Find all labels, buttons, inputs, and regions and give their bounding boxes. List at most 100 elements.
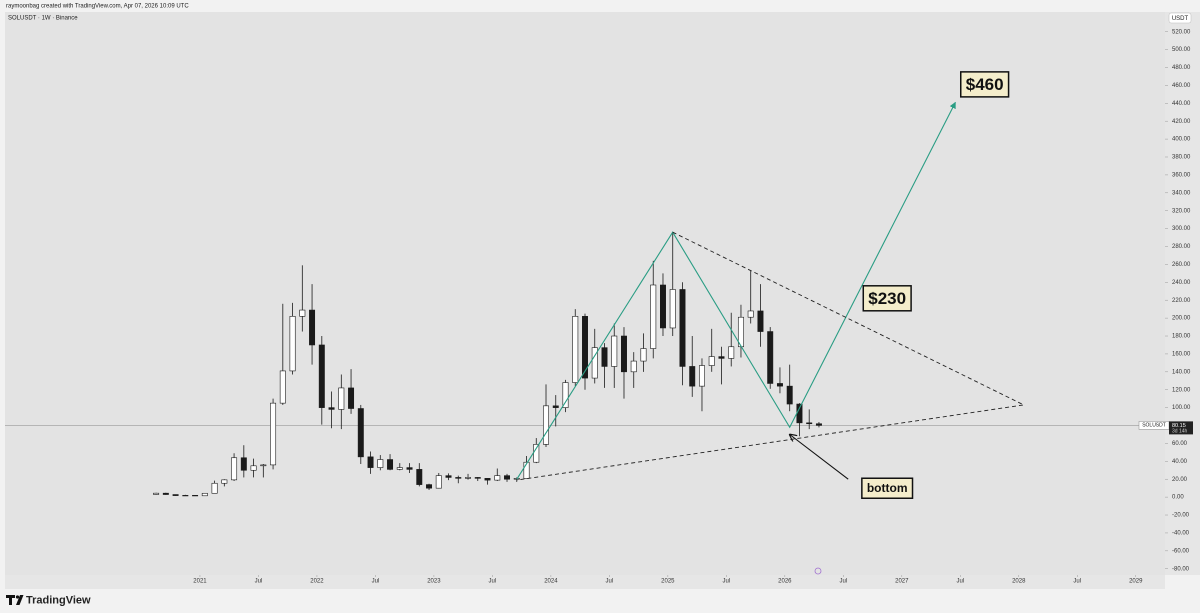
candle-body	[211, 482, 218, 494]
candle-body	[201, 492, 208, 497]
candle-body	[474, 477, 481, 479]
symbol-info: SOLUSDT · 1W · Binance	[8, 16, 78, 22]
candle-body	[416, 469, 423, 485]
y-tick-label: 120.00	[1172, 387, 1191, 393]
candle-body	[328, 407, 335, 410]
x-tick-label: 2028	[1012, 579, 1026, 585]
candle-body	[533, 444, 540, 463]
candle-body	[582, 316, 588, 379]
y-tick-label: 40.00	[1172, 459, 1188, 465]
candle-body	[708, 356, 715, 366]
price-scale	[1165, 12, 1200, 575]
x-tick-label: Jul	[723, 579, 731, 585]
candle-body	[601, 347, 608, 367]
candle-body	[270, 402, 277, 466]
y-tick-label: 260.00	[1172, 262, 1191, 268]
candle-body	[523, 461, 530, 479]
candle-body	[231, 457, 238, 481]
candle-body	[367, 456, 374, 468]
candle-body	[153, 492, 160, 495]
trend-line	[516, 101, 956, 480]
x-tick-label: 2026	[778, 579, 792, 585]
price-tag-countdown: 3d 14h	[1172, 429, 1188, 435]
trend-line	[790, 435, 849, 480]
annotation: bottom	[867, 481, 908, 495]
candle-body	[426, 484, 433, 489]
candle-body	[562, 382, 569, 408]
y-tick-label: 520.00	[1172, 29, 1191, 35]
candle-body	[776, 383, 783, 387]
candle-body	[747, 310, 754, 318]
candle-body	[815, 423, 822, 426]
annotation-box	[861, 477, 914, 499]
y-tick-label: 440.00	[1172, 101, 1191, 107]
candle-body	[357, 408, 364, 458]
candle-body	[650, 284, 657, 349]
candle-body	[689, 366, 696, 387]
y-tick-label: 0.00	[1172, 495, 1184, 501]
candle-body	[309, 309, 316, 346]
y-tick-label: -20.00	[1172, 513, 1190, 519]
y-tick-label: 480.00	[1172, 65, 1191, 71]
candle-body	[640, 348, 647, 362]
x-tick-label: 2029	[1129, 579, 1143, 585]
candle-body	[767, 331, 774, 384]
x-tick-label: Jul	[839, 579, 847, 585]
candle-body	[162, 492, 169, 495]
y-tick-label: 340.00	[1172, 190, 1191, 196]
candle-body	[679, 289, 686, 367]
candle-body	[172, 494, 179, 496]
candle-body	[728, 346, 735, 359]
candle-body	[182, 495, 189, 497]
y-tick-label: -60.00	[1172, 548, 1190, 554]
annotation: $230	[868, 289, 906, 308]
brand: TradingView	[26, 594, 91, 606]
candle-body	[465, 477, 472, 479]
time-scale	[5, 575, 1165, 589]
y-tick-label: 220.00	[1172, 298, 1191, 304]
candle-body	[396, 467, 403, 470]
x-tick-label: Jul	[489, 579, 497, 585]
y-tick-label: 20.00	[1172, 477, 1188, 483]
x-tick-label: 2027	[895, 579, 909, 585]
currency-box	[1168, 12, 1192, 24]
x-tick-label: Jul	[1073, 579, 1081, 585]
y-tick-label: 400.00	[1172, 137, 1191, 143]
candle-body	[591, 347, 598, 379]
candle-body	[250, 465, 257, 471]
y-tick-label: 500.00	[1172, 47, 1191, 53]
x-tick-label: 2021	[193, 579, 207, 585]
candle-body	[630, 360, 637, 373]
candle-body	[387, 459, 394, 470]
candle-body	[806, 422, 813, 425]
y-tick-label: 140.00	[1172, 369, 1191, 375]
candle-body	[543, 405, 549, 445]
brand-logo	[6, 595, 24, 605]
candle-body	[718, 356, 725, 359]
x-tick-label: 2025	[661, 579, 675, 585]
plot-area	[5, 12, 1165, 575]
candle-body	[660, 284, 666, 329]
candle-body	[279, 370, 286, 404]
candle-body	[552, 405, 559, 408]
candle-body	[445, 475, 452, 478]
candle-body	[504, 475, 510, 480]
candle-body	[260, 464, 267, 467]
y-tick-label: 100.00	[1172, 405, 1191, 411]
candle-body	[192, 495, 199, 497]
credit: raymoonbag created with TradingView.com,…	[6, 4, 189, 10]
candle-body	[611, 335, 618, 367]
y-tick-label: -80.00	[1172, 566, 1190, 572]
y-tick-label: 200.00	[1172, 316, 1191, 322]
reset-icon[interactable]	[814, 567, 822, 575]
x-tick-label: Jul	[255, 579, 263, 585]
x-tick-label: 2022	[310, 579, 324, 585]
x-tick-label: Jul	[606, 579, 614, 585]
y-tick-label: 420.00	[1172, 119, 1191, 125]
y-tick-label: 320.00	[1172, 208, 1191, 214]
x-tick-label: 2024	[544, 579, 558, 585]
y-tick-label: 460.00	[1172, 83, 1191, 89]
y-tick-label: 60.00	[1172, 441, 1188, 447]
